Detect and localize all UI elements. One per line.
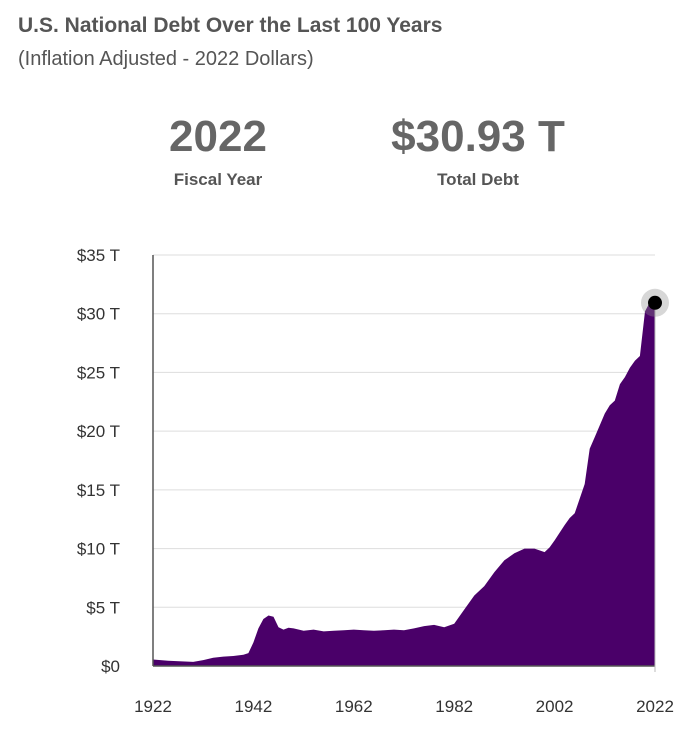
total-debt-label: Total Debt <box>437 170 519 189</box>
y-tick-label: $5 T <box>86 598 120 617</box>
x-tick-label: 1962 <box>335 697 373 716</box>
chart-subtitle: (Inflation Adjusted - 2022 Dollars) <box>18 48 314 70</box>
fiscal-year-value: 2022 <box>169 112 267 161</box>
x-tick-label: 1942 <box>234 697 272 716</box>
x-tick-label: 2002 <box>536 697 574 716</box>
x-tick-label: 2022 <box>636 697 674 716</box>
debt-area[interactable] <box>153 302 655 666</box>
highlight-point[interactable] <box>648 295 662 310</box>
y-tick-label: $35 T <box>77 246 120 265</box>
y-tick-label: $25 T <box>77 363 120 382</box>
total-debt-value: $30.93 T <box>391 112 565 161</box>
x-tick-label: 1982 <box>435 697 473 716</box>
y-tick-label: $10 T <box>77 540 120 559</box>
chart-title: U.S. National Debt Over the Last 100 Yea… <box>18 14 443 37</box>
y-tick-label: $20 T <box>77 422 120 441</box>
y-tick-label: $15 T <box>77 481 120 500</box>
x-axis-ticks: 1922 1942 1962 1982 2002 2022 <box>134 697 674 716</box>
axes <box>152 255 656 672</box>
x-tick-label: 1922 <box>134 697 172 716</box>
y-axis-ticks: $0 $5 T $10 T $15 T $20 T $25 T $30 T $35 T <box>77 246 120 676</box>
total-debt-stat: $30.93 T Total Debt <box>368 112 588 190</box>
y-tick-label: $30 T <box>77 305 120 324</box>
y-tick-label: $0 <box>101 657 120 676</box>
fiscal-year-label: Fiscal Year <box>173 170 263 189</box>
fiscal-year-stat: 2022 Fiscal Year <box>118 112 318 190</box>
